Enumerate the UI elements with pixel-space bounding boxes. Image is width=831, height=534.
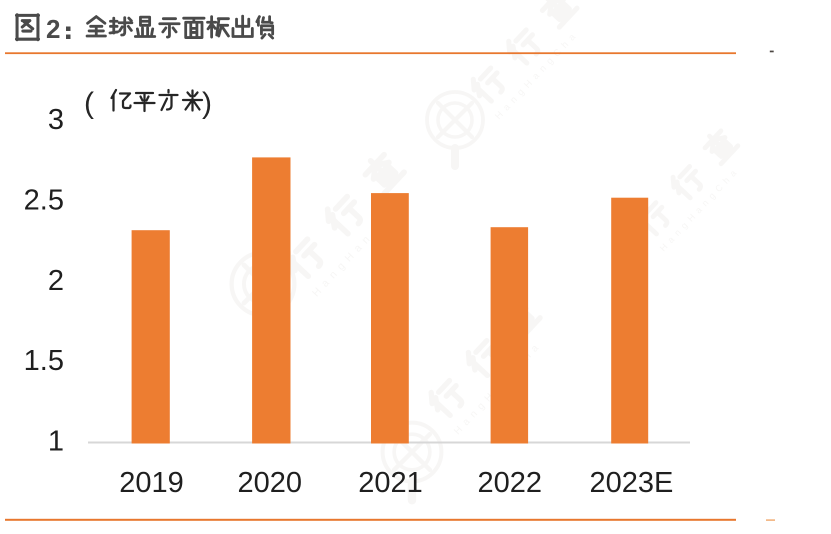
svg-text:(: ( [84,87,94,120]
svg-text:2019: 2019 [119,467,184,499]
svg-text:2: 2 [46,14,60,44]
svg-text:1: 1 [48,426,64,458]
svg-text:2020: 2020 [238,467,303,499]
svg-text:2022: 2022 [477,467,542,499]
svg-text:2023E: 2023E [589,467,673,499]
svg-text:2: 2 [48,265,64,297]
svg-text:): ) [202,87,212,120]
svg-text:2.5: 2.5 [24,184,64,216]
svg-text:2021: 2021 [358,467,423,499]
svg-text:1.5: 1.5 [24,345,64,377]
svg-text:3: 3 [48,104,64,136]
